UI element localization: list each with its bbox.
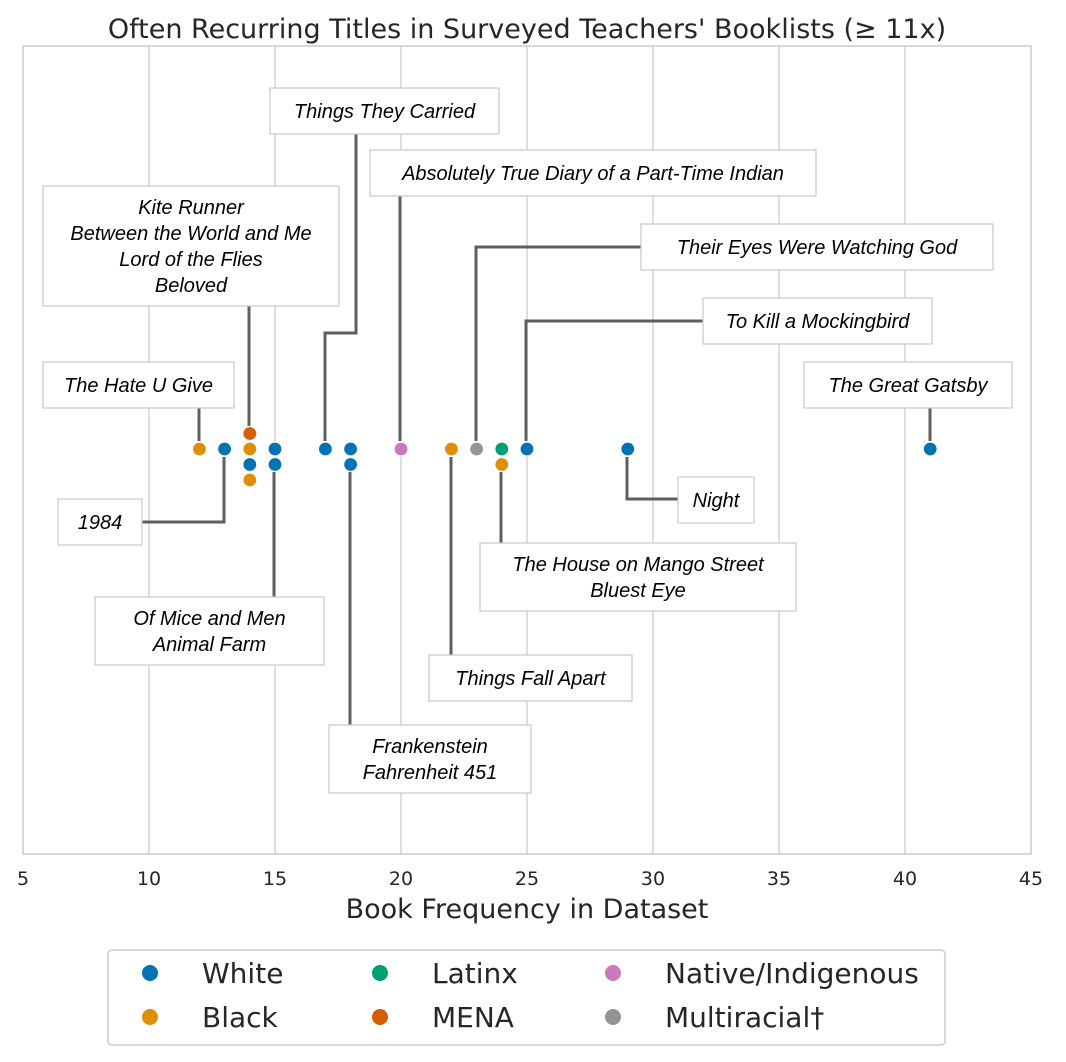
annotation-boxes: The Hate U Give 1984 Kite Runner Between th… <box>42 87 1013 794</box>
annotation-label: 1984 <box>78 512 123 534</box>
legend-label-latinx: Latinx <box>432 957 518 990</box>
x-tick-10: 10 <box>137 868 161 890</box>
annotation-label: To Kill a Mockingbird <box>726 311 911 333</box>
point-black <box>242 441 258 457</box>
annotation-label: The Great Gatsby <box>829 375 989 397</box>
point-mena <box>242 425 258 442</box>
plot-frame <box>22 45 1032 855</box>
point-white <box>343 441 359 457</box>
x-tick-5: 5 <box>17 868 29 890</box>
annotation-label: Lord of the Flies <box>119 249 262 271</box>
x-tick-35: 35 <box>767 868 791 890</box>
point-white <box>922 441 938 457</box>
annotation-label: Fahrenheit 451 <box>363 762 498 784</box>
annotation-box-the-hate-u-give <box>42 361 235 409</box>
point-white <box>519 441 535 457</box>
point-white <box>343 456 359 473</box>
annotation-label: Frankenstein <box>372 736 488 758</box>
data-points <box>191 425 938 488</box>
annotation-label: Their Eyes Were Watching God <box>677 237 958 259</box>
connector-things-they-carried <box>323 134 358 441</box>
point-white <box>217 441 233 457</box>
connector-to-kill-a-mockingbird <box>524 319 703 441</box>
connector-their-eyes-were-watching-god <box>474 245 641 441</box>
annotation-box-night <box>677 476 755 524</box>
legend-label-native-indigenous: Native/Indigenous <box>665 957 919 990</box>
legend-label-white: White <box>202 957 283 990</box>
point-black <box>443 441 459 457</box>
annotation-label: Night <box>693 490 741 512</box>
point-white <box>242 456 258 473</box>
annotation-label: Of Mice and Men <box>133 608 285 630</box>
point-latinx <box>494 441 510 457</box>
point-black <box>242 472 258 488</box>
x-tick-15: 15 <box>263 868 287 890</box>
x-tick-labels: 5 10 15 20 25 30 35 40 45 <box>17 868 1043 890</box>
legend-marker-multiracial <box>605 1009 621 1025</box>
point-white <box>620 441 636 457</box>
legend-label-black: Black <box>202 1001 279 1034</box>
annotation-box-frankenstein <box>328 724 532 794</box>
legend: White Black Latinx MENA Native/Indigenous Mul… <box>107 949 946 1046</box>
x-tick-30: 30 <box>641 868 665 890</box>
annotation-label: Bluest Eye <box>590 580 686 602</box>
connector-1984 <box>142 457 226 524</box>
point-white <box>267 456 283 473</box>
legend-frame <box>107 949 946 1046</box>
point-multiracial <box>469 441 485 457</box>
x-tick-25: 25 <box>515 868 539 890</box>
annotation-label: The House on Mango Street <box>512 554 765 576</box>
annotation-label: Things They Carried <box>294 101 476 123</box>
annotation-label: Absolutely True Diary of a Part-Time Ind… <box>401 163 784 185</box>
annotation-box-things-fall-apart <box>428 654 633 702</box>
legend-marker-native-indigenous <box>605 965 621 981</box>
annotation-box-to-kill-a-mockingbird <box>702 297 933 345</box>
point-black <box>191 441 207 457</box>
legend-marker-black <box>142 1009 158 1025</box>
legend-marker-mena <box>372 1009 388 1025</box>
x-tick-45: 45 <box>1019 868 1043 890</box>
annotation-label: The Hate U Give <box>64 375 213 397</box>
annotation-box-1984 <box>57 498 143 546</box>
annotation-label: Animal Farm <box>152 634 266 656</box>
annotation-label: Between the World and Me <box>70 223 311 245</box>
legend-label-multiracial: Multiracial† <box>665 1001 824 1034</box>
point-white <box>267 441 283 457</box>
point-black <box>494 456 510 473</box>
annotation-box-the-great-gatsby <box>803 361 1013 409</box>
annotation-box-absolutely-true-diary-of-a-part-time-indian <box>369 149 817 197</box>
chart-title: Often Recurring Titles in Surveyed Teach… <box>108 14 946 45</box>
x-tick-20: 20 <box>389 868 413 890</box>
point-native-indigenous <box>393 441 409 457</box>
annotation-box-their-eyes-were-watching-god <box>640 223 994 271</box>
point-white <box>317 441 333 457</box>
annotation-box-things-they-carried <box>269 87 500 135</box>
annotation-box-kite-runner <box>42 185 340 307</box>
annotation-label: Things Fall Apart <box>455 668 607 690</box>
legend-marker-white <box>142 965 158 981</box>
annotation-box-of-mice-and-men <box>94 596 325 666</box>
legend-marker-latinx <box>372 965 388 981</box>
connector-night <box>625 457 678 501</box>
legend-label-mena: MENA <box>432 1001 514 1034</box>
annotation-label: Kite Runner <box>138 197 245 219</box>
annotation-label: Beloved <box>155 275 228 297</box>
annotation-box-the-house-on-mango-street <box>479 542 797 612</box>
annotation-connectors <box>142 134 932 725</box>
x-axis-label: Book Frequency in Dataset <box>346 894 709 925</box>
x-tick-40: 40 <box>893 868 917 890</box>
